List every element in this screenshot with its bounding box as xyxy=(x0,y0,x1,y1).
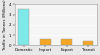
Y-axis label: Traffic in Tonnes (Millions): Traffic in Tonnes (Millions) xyxy=(3,0,7,50)
Bar xyxy=(18,9,29,45)
Bar xyxy=(83,40,94,45)
Bar xyxy=(40,39,50,45)
Bar xyxy=(61,39,72,45)
